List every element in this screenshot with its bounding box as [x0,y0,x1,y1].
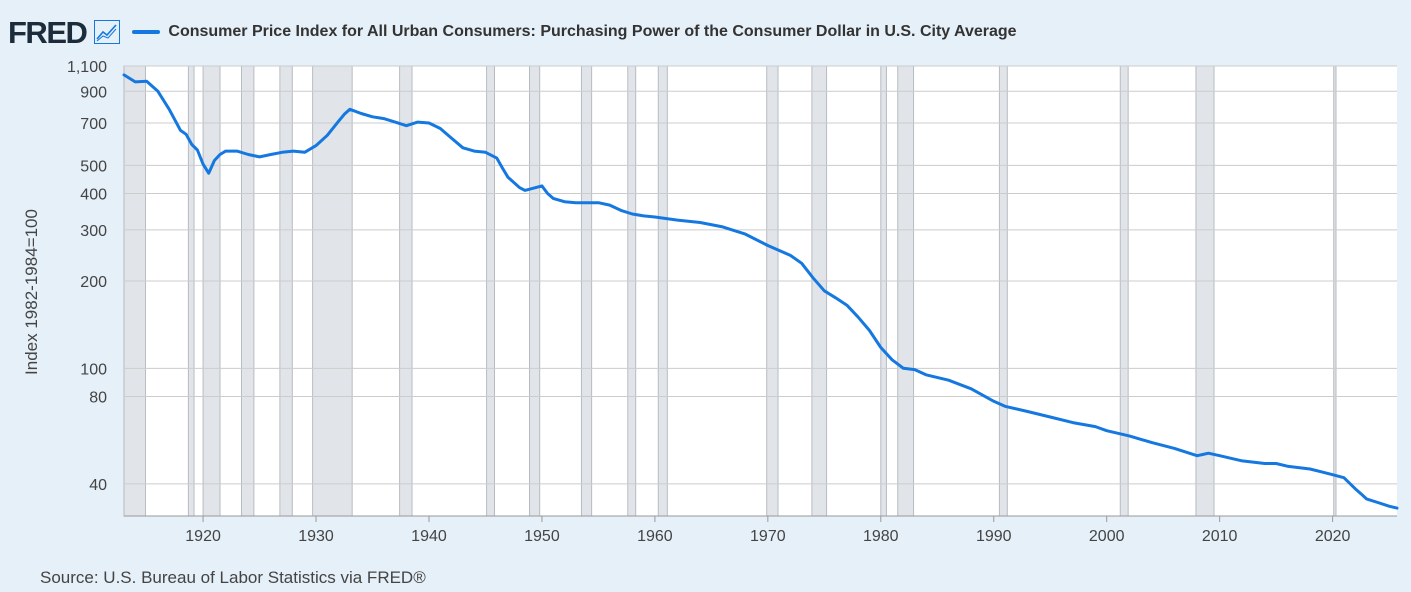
chart-title: Consumer Price Index for All Urban Consu… [168,23,1017,40]
x-axis-ticks: 1920 1930 1940 1950 1960 1970 1980 1990 2000 2010… [185,516,1351,545]
y-axis-label: Index 1982-1984=100 [22,209,41,375]
recession-band [279,65,293,517]
series-line [122,73,1399,510]
recession-band [1195,65,1215,517]
x-tick-label: 1990 [976,528,1012,545]
chart-header: FRED Consumer Price Index for All Urban … [8,14,1017,50]
y-tick-label: 100 [80,361,107,378]
x-tick-label: 1960 [637,528,673,545]
source-note: Source: U.S. Bureau of Labor Statistics … [40,568,426,587]
recession-band [1119,65,1129,517]
y-tick-label: 80 [89,389,107,406]
x-tick-label: 2010 [1202,528,1238,545]
legend-swatch [132,30,161,34]
x-tick-label: 2020 [1315,528,1351,545]
recession-band [529,65,541,517]
y-tick-label: 300 [80,223,107,240]
x-tick-label: 1930 [298,528,334,545]
y-tick-label: 1,100 [67,59,107,76]
x-tick-label: 1950 [524,528,560,545]
recession-band [580,65,593,517]
x-tick-label: 1970 [750,528,786,545]
recession-band [998,65,1008,517]
recession-band [123,65,146,517]
recession-bands [123,65,1397,517]
y-tick-label: 40 [89,477,107,494]
recession-band [1333,65,1337,517]
recession-band [897,65,915,517]
recession-band [766,65,779,517]
y-tick-label: 700 [80,116,107,133]
recession-band [486,65,495,517]
recession-band [880,65,887,517]
x-tick-label: 1920 [185,528,221,545]
series-layer [122,73,1399,510]
recession-band [240,65,255,517]
y-axis-ticks: 1,100 900 700 500 400 300 200 100 80 40 [67,59,107,494]
recession-band [312,65,353,517]
y-tick-label: 500 [80,158,107,175]
recession-band [657,65,668,517]
recession-band [187,65,195,517]
y-tick-label: 900 [80,84,107,101]
y-tick-label: 200 [80,274,107,291]
x-tick-label: 1940 [411,528,447,545]
x-tick-label: 1980 [863,528,899,545]
recession-band [627,65,637,517]
recession-band [202,65,221,517]
line-chart-icon [94,20,121,44]
fred-logo[interactable]: FRED [8,14,88,50]
y-tick-label: 400 [80,187,107,204]
x-tick-label: 2000 [1089,528,1125,545]
recession-band [399,65,413,517]
